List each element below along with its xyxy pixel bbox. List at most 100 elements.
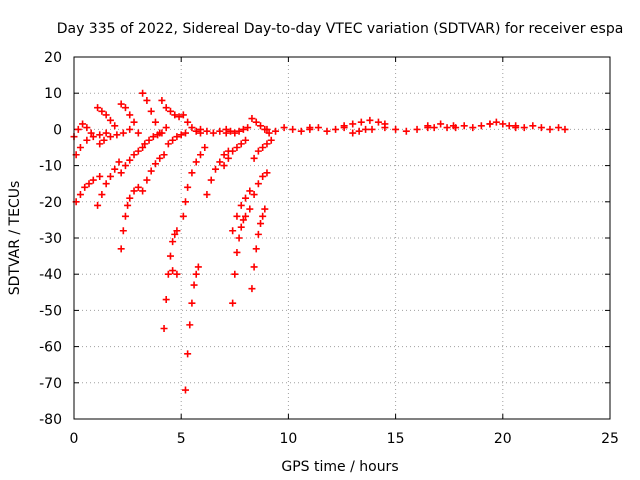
data-series (70, 89, 569, 394)
data-point (529, 122, 537, 130)
data-point (79, 120, 87, 128)
series-arc-24 (229, 212, 250, 307)
data-point (561, 125, 569, 133)
data-point (143, 176, 151, 184)
data-point (242, 136, 250, 144)
data-point (96, 140, 104, 148)
data-point (173, 270, 181, 278)
data-point (169, 136, 177, 144)
data-point (280, 124, 288, 132)
data-point (147, 107, 155, 115)
data-point (239, 216, 247, 224)
data-point (259, 144, 267, 151)
series-arc-28 (248, 205, 269, 293)
series-arc-05 (94, 158, 123, 209)
data-point (186, 321, 194, 329)
data-point (139, 187, 147, 195)
series-arc-34 (381, 124, 432, 135)
series-arc-21 (203, 147, 232, 199)
data-point (121, 212, 129, 220)
data-point (151, 160, 159, 168)
data-point (115, 158, 123, 166)
data-point (130, 118, 138, 126)
series-arc-13 (158, 96, 183, 121)
data-point (134, 129, 142, 137)
data-point (520, 124, 528, 132)
data-point (244, 124, 252, 132)
data-point (332, 125, 340, 133)
data-point (83, 136, 91, 144)
x-tick-label: 25 (601, 431, 619, 447)
x-tick-label: 10 (279, 431, 297, 447)
data-point (242, 212, 250, 220)
data-point (130, 187, 138, 195)
data-point (106, 172, 114, 180)
data-point (222, 129, 230, 137)
data-point (74, 125, 82, 133)
data-point (460, 122, 468, 130)
data-point (248, 115, 256, 123)
data-point (89, 133, 97, 141)
data-point (177, 131, 185, 139)
data-point (121, 104, 129, 112)
data-point (254, 180, 262, 188)
series-arc-35 (424, 120, 457, 132)
data-point (119, 129, 127, 137)
data-point (220, 151, 228, 159)
data-point (272, 127, 280, 135)
data-point (263, 140, 271, 148)
data-point (237, 140, 245, 148)
data-point (233, 144, 241, 151)
data-point (340, 122, 348, 130)
data-point (323, 127, 331, 135)
series-arc-19 (181, 263, 202, 394)
data-point (158, 96, 166, 104)
data-point (76, 191, 84, 199)
data-point (265, 129, 273, 137)
series-arc-04 (94, 104, 119, 130)
data-point (486, 120, 494, 128)
series-arc-03 (72, 129, 110, 159)
data-point (207, 176, 215, 184)
data-point (254, 147, 262, 155)
data-point (192, 158, 200, 166)
data-point (190, 281, 198, 289)
data-point (96, 131, 104, 139)
series-arc-15 (164, 129, 189, 148)
data-point (169, 267, 177, 275)
data-point (257, 122, 265, 130)
data-point (160, 151, 168, 159)
y-tick-label: -80 (39, 412, 62, 428)
data-point (124, 201, 132, 209)
series-arc-23 (222, 124, 252, 137)
data-point (149, 133, 157, 141)
data-point (102, 111, 110, 119)
data-point (126, 194, 134, 202)
data-point (246, 205, 254, 213)
series-arc-07 (117, 100, 142, 137)
data-point (237, 201, 245, 209)
series-arc-12 (141, 124, 170, 148)
series-arc-27 (248, 115, 273, 137)
data-point (368, 125, 376, 133)
data-point (106, 133, 114, 141)
grid (74, 57, 610, 419)
data-point (250, 263, 258, 271)
data-point (263, 125, 271, 133)
data-point (235, 234, 243, 242)
data-point (162, 124, 170, 132)
data-point (437, 120, 445, 128)
x-tick-label: 20 (494, 431, 512, 447)
data-point (366, 116, 374, 124)
data-point (192, 127, 200, 135)
data-point (413, 125, 421, 133)
series-arc-38 (512, 122, 569, 133)
data-point (76, 144, 84, 151)
series-arc-09 (117, 144, 147, 177)
data-point (94, 104, 102, 112)
axis-ticks: 0 5 10 15 20 25 -80 -70 -60 -50 -40 -30 -20 -10 0 10 20 (39, 50, 619, 447)
data-point (126, 125, 134, 133)
data-point (254, 230, 262, 238)
data-point (171, 230, 179, 238)
